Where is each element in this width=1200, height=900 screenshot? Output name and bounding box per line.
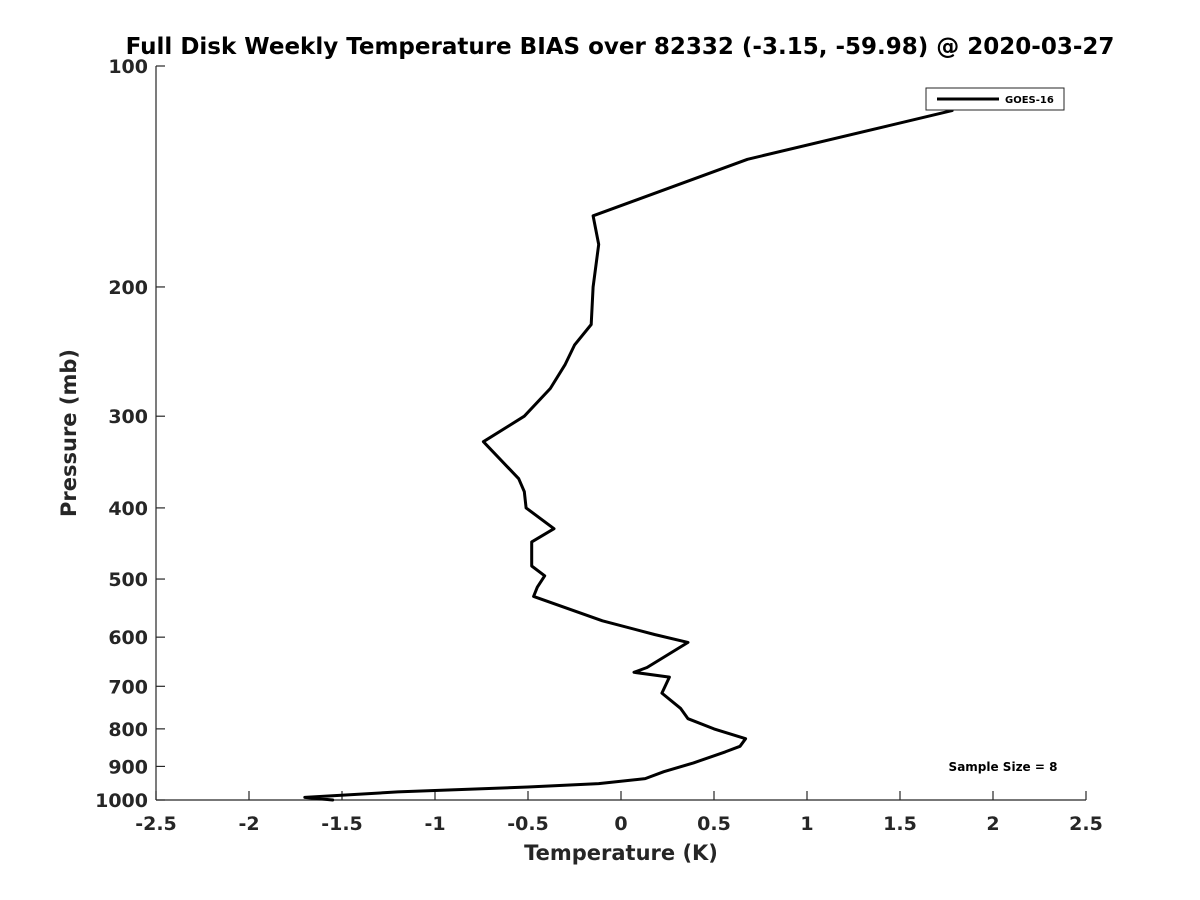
x-tick-label: 0.5	[697, 813, 731, 835]
x-tick-label: 1.5	[883, 813, 917, 835]
series-line-goes-16	[303, 109, 954, 802]
series	[303, 109, 954, 802]
y-tick-label: 100	[108, 56, 148, 78]
x-tick-label: -1.5	[321, 813, 363, 835]
y-tick-label: 400	[108, 498, 148, 520]
x-tick-label: -2.5	[135, 813, 177, 835]
x-tick-label: -1	[424, 813, 445, 835]
legend-label-goes-16: GOES-16	[1005, 95, 1054, 106]
y-tick-label: 900	[108, 756, 148, 778]
y-tick-label: 300	[108, 406, 148, 428]
x-tick-label: 0	[614, 813, 627, 835]
x-tick-label: 1	[800, 813, 813, 835]
y-tick-label: 700	[108, 676, 148, 698]
y-tick-label: 1000	[95, 790, 148, 812]
x-tick-label: -0.5	[507, 813, 549, 835]
y-tick-label: 800	[108, 719, 148, 741]
sample-size-annotation: Sample Size = 8	[949, 760, 1058, 774]
x-axis-label: Temperature (K)	[524, 841, 718, 865]
ticks: -2.5 -2 -1.5 -1 -0.5 0 0.5 1 1.5 2 2.5 100 200 300 400…	[95, 56, 1103, 835]
chart-title: Full Disk Weekly Temperature BIAS over 8…	[126, 34, 1115, 60]
y-tick-label: 600	[108, 627, 148, 649]
y-tick-label: 200	[108, 277, 148, 299]
x-tick-label: 2	[986, 813, 999, 835]
x-tick-label: -2	[238, 813, 259, 835]
y-tick-label: 500	[108, 569, 148, 591]
x-tick-label: 2.5	[1069, 813, 1103, 835]
y-axis-label: Pressure (mb)	[57, 349, 81, 517]
legend: GOES-16	[925, 87, 1065, 111]
